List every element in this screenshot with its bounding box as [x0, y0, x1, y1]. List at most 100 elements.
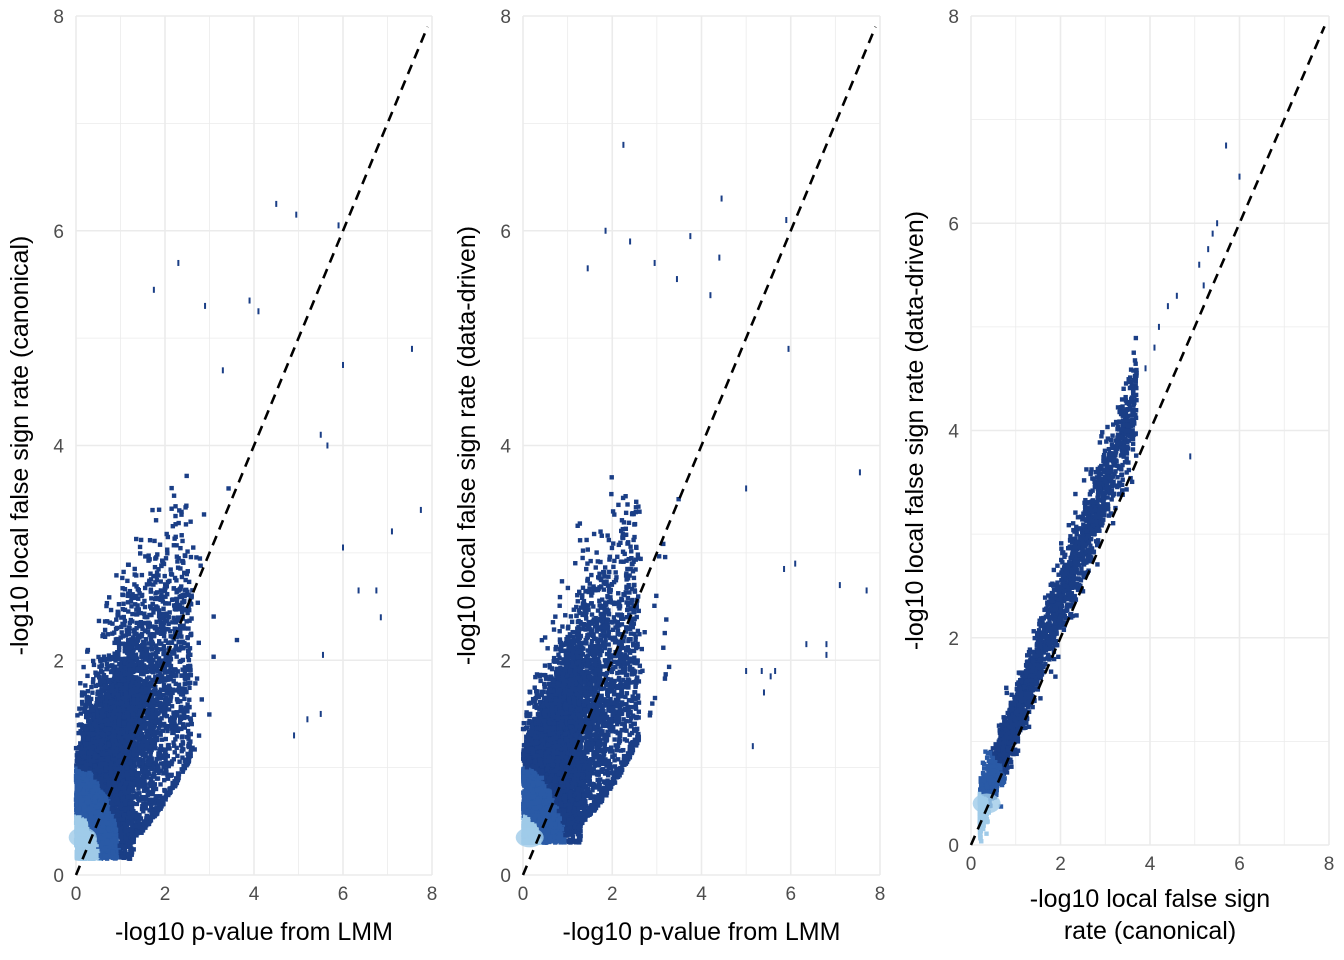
data-point [184, 689, 189, 695]
data-point [226, 486, 231, 491]
data-point [148, 637, 154, 642]
data-point [114, 617, 119, 622]
data-point [179, 509, 184, 515]
data-point [139, 660, 144, 665]
data-point [163, 771, 169, 776]
data-point [145, 664, 150, 670]
data-point [181, 715, 187, 721]
data-point [197, 556, 203, 561]
data-point [173, 522, 178, 527]
data-point [157, 542, 163, 547]
data-point [158, 588, 164, 593]
data-point [150, 601, 155, 607]
data-point [157, 641, 162, 646]
data-point [174, 734, 180, 739]
data-point [166, 670, 172, 675]
data-point [137, 710, 142, 715]
data-point [187, 618, 192, 623]
data-point [142, 611, 147, 616]
data-point [175, 565, 181, 570]
data-point [166, 674, 171, 680]
data-point [156, 573, 161, 578]
data-point [185, 569, 190, 574]
data-point [138, 537, 144, 543]
data-point [163, 710, 168, 715]
data-point [103, 684, 108, 690]
data-point [172, 651, 177, 656]
data-point [107, 657, 112, 662]
data-point [154, 654, 159, 660]
data-point [169, 640, 175, 646]
data-point [120, 592, 126, 598]
data-point [84, 699, 90, 705]
data-point [101, 654, 107, 659]
data-point [187, 704, 192, 710]
data-point [110, 631, 115, 636]
data-point [139, 643, 145, 648]
data-point [107, 595, 112, 600]
data-point [179, 735, 185, 740]
data-point [100, 669, 105, 675]
data-point [156, 730, 162, 735]
data-point [130, 619, 135, 624]
data-point [166, 601, 172, 606]
data-point [151, 709, 157, 714]
data-point [157, 689, 163, 695]
data-point [154, 660, 159, 665]
data-point [98, 658, 103, 664]
data-point [161, 761, 166, 766]
data-point [143, 554, 148, 559]
data-point [102, 619, 108, 624]
data-point [145, 707, 151, 712]
data-point [127, 588, 133, 594]
data-point [185, 549, 190, 554]
data-point [121, 601, 126, 606]
data-point [175, 771, 181, 776]
data-point [162, 686, 167, 691]
data-point [174, 578, 179, 583]
data-point [180, 538, 185, 544]
data-point [147, 538, 153, 543]
data-point [188, 739, 193, 744]
data-point [170, 523, 176, 529]
data-point [178, 716, 184, 722]
data-point [112, 640, 117, 646]
data-point [161, 753, 166, 758]
data-point [187, 685, 192, 691]
data-point [196, 733, 202, 738]
data-point [168, 567, 173, 572]
data-point [132, 566, 137, 572]
data-point [183, 553, 188, 559]
data-point [187, 697, 192, 702]
data-point [83, 683, 88, 688]
data-point [154, 707, 159, 712]
data-point [143, 762, 148, 767]
data-point [96, 618, 102, 624]
data-point [143, 614, 149, 620]
data-point [137, 825, 142, 830]
data-point [153, 643, 159, 648]
data-point [146, 721, 151, 726]
data-point [125, 638, 131, 643]
data-point [171, 543, 177, 548]
data-point [107, 620, 113, 625]
data-point [130, 611, 135, 617]
data-point [160, 558, 165, 563]
data-point [174, 654, 179, 659]
data-point [186, 657, 192, 663]
data-point [157, 719, 163, 724]
data-point [147, 781, 153, 786]
data-point [184, 762, 189, 768]
data-point [180, 768, 186, 773]
data-point [136, 623, 142, 628]
data-point [134, 573, 139, 578]
data-point [166, 621, 171, 627]
data-point [161, 561, 167, 567]
data-point [152, 760, 158, 766]
data-point [110, 663, 115, 668]
data-point [149, 606, 154, 611]
data-point [96, 654, 101, 660]
data-point [161, 721, 167, 727]
data-point [199, 697, 204, 702]
data-point [185, 610, 190, 616]
